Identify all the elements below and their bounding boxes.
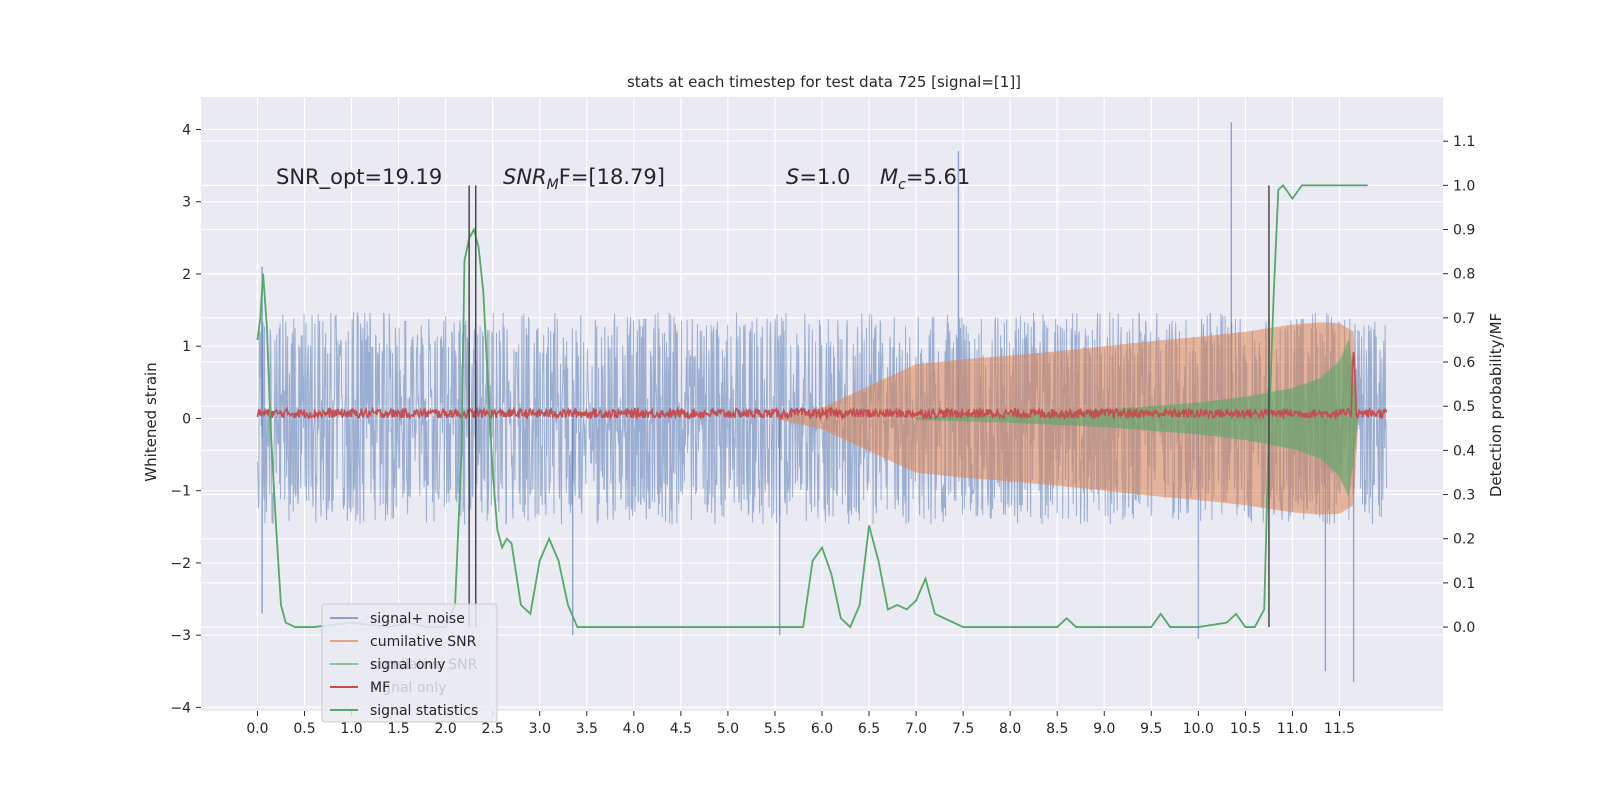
y-right-tick-label: 1.0 <box>1453 178 1475 194</box>
axis-ticks: 0.0 0.5 1.0 1.5 2.0 2.5 3.0 3.5 4.0 4.5 5.0 5.5 6.0 6… <box>170 123 1475 737</box>
y-tick-label: 4 <box>182 123 191 139</box>
y-right-tick-label: 0.8 <box>1453 267 1475 283</box>
x-tick-label: 0.0 <box>246 721 268 737</box>
annotations: SNR_opt=19.19 SNRMF=[18.79] S=1.0 Mc=5.61 <box>276 165 970 193</box>
annotation-text: SNR_opt=19.19 <box>276 165 442 190</box>
x-tick-label: 3.5 <box>576 721 598 737</box>
legend-ghost-label: cumilative SNR <box>371 657 478 673</box>
x-tick-label: 8.0 <box>999 721 1021 737</box>
y-tick-label: 3 <box>182 195 191 211</box>
x-tick-label: 8.5 <box>1046 721 1068 737</box>
y-right-tick-label: 0.7 <box>1453 311 1475 327</box>
y-tick-label: −3 <box>170 628 191 644</box>
y-right-tick-label: 0.9 <box>1453 223 1475 239</box>
y-tick-label: 0 <box>182 411 191 427</box>
x-tick-label: 3.0 <box>529 721 551 737</box>
y-axis-label: Whitened strain <box>142 362 160 481</box>
legend-label: MF <box>370 680 390 696</box>
x-tick-label: 1.0 <box>340 721 362 737</box>
y-tick-label: −2 <box>170 556 191 572</box>
vertical-markers <box>468 185 1270 628</box>
x-tick-label: 10.0 <box>1183 721 1214 737</box>
series-mf <box>256 351 1388 422</box>
x-tick-label: 7.5 <box>952 721 974 737</box>
x-tick-label: 11.5 <box>1324 721 1355 737</box>
x-tick-label: 6.0 <box>811 721 833 737</box>
x-tick-label: 5.5 <box>764 721 786 737</box>
y-right-tick-label: 0.6 <box>1453 355 1475 371</box>
y-right-tick-label: 1.1 <box>1453 134 1475 150</box>
legend-label: signal+ noise <box>370 611 465 627</box>
y-tick-label: 2 <box>182 267 191 283</box>
x-tick-label: 0.5 <box>293 721 315 737</box>
annotation-text: SNRMF=[18.79] <box>503 165 665 193</box>
y-tick-label: 1 <box>182 339 191 355</box>
y-right-tick-label: 0.3 <box>1453 488 1475 504</box>
y-tick-label: −4 <box>170 700 191 716</box>
x-tick-label: 10.5 <box>1230 721 1261 737</box>
legend-ghost-label: signal only <box>371 680 446 696</box>
annotation-text: S=1.0 <box>786 165 850 189</box>
x-tick-label: 6.5 <box>858 721 880 737</box>
legend-label: cumilative SNR <box>370 634 477 650</box>
chart-title: stats at each timestep for test data 725… <box>627 73 1021 91</box>
x-tick-label: 9.5 <box>1140 721 1162 737</box>
x-tick-label: 7.0 <box>905 721 927 737</box>
annotation-text: Mc=5.61 <box>880 165 970 193</box>
x-tick-label: 5.0 <box>717 721 739 737</box>
series-signal-only <box>916 338 1359 498</box>
y-tick-label: −1 <box>170 484 191 500</box>
x-tick-label: 1.5 <box>387 721 409 737</box>
legend-box <box>321 603 498 723</box>
y-right-tick-label: 0.4 <box>1453 443 1475 459</box>
x-tick-label: 2.0 <box>435 721 457 737</box>
legend-label: signal statistics <box>370 703 478 719</box>
y-right-tick-label: 0.2 <box>1453 532 1475 548</box>
x-tick-label: 4.5 <box>670 721 692 737</box>
y-right-tick-label: 0.0 <box>1453 620 1475 636</box>
x-tick-label: 4.0 <box>623 721 645 737</box>
y-right-tick-label: 0.5 <box>1453 399 1475 415</box>
legend-label: signal only <box>370 657 445 673</box>
y-right-tick-label: 0.1 <box>1453 576 1475 592</box>
x-tick-label: 9.0 <box>1093 721 1115 737</box>
x-tick-label: 11.0 <box>1277 721 1308 737</box>
y-axis-right-label: Detection probability/MF <box>1487 313 1505 497</box>
x-tick-label: 2.5 <box>482 721 504 737</box>
